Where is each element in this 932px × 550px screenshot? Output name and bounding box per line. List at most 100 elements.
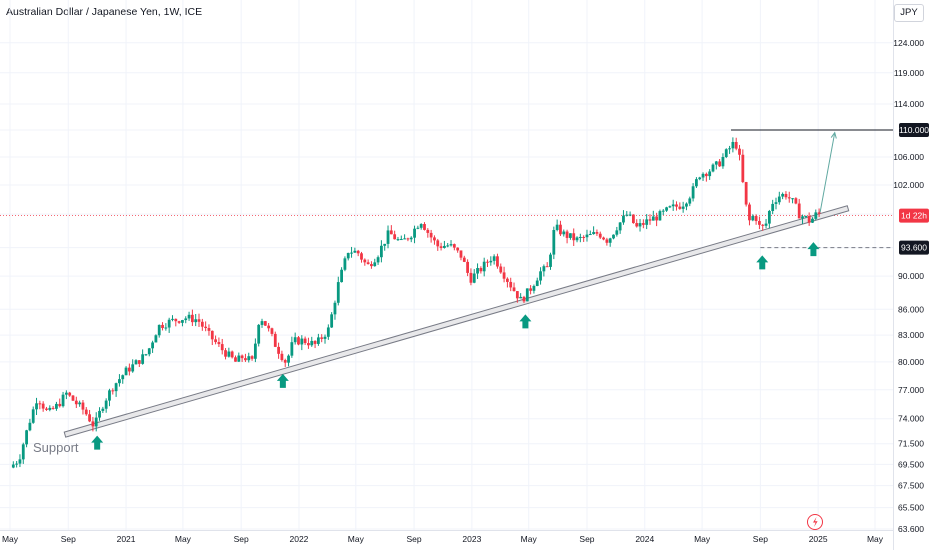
candle-body xyxy=(290,342,294,356)
price-axis-label: 67.500 xyxy=(898,481,924,491)
candle-body xyxy=(204,326,208,329)
price-axis-label: 119.000 xyxy=(894,68,924,78)
candle-body xyxy=(326,327,330,337)
candle-body xyxy=(84,409,88,415)
countdown-tag xyxy=(899,208,929,223)
candle-body xyxy=(466,261,470,273)
candle-body xyxy=(638,223,642,227)
candle-body xyxy=(811,218,814,223)
candle-body xyxy=(267,325,271,329)
candle-body xyxy=(310,340,314,346)
candle-body xyxy=(635,223,639,227)
candle-body xyxy=(131,364,135,372)
candle-body xyxy=(569,233,572,238)
time-axis-label: 2025 xyxy=(809,534,828,544)
candle-body xyxy=(804,216,808,218)
candle-body xyxy=(114,383,118,392)
candle-body xyxy=(174,318,178,322)
candle-body xyxy=(346,252,350,259)
candle-body xyxy=(303,338,307,344)
candle-body xyxy=(227,351,231,357)
candle-body xyxy=(429,232,433,238)
candle-body xyxy=(754,216,758,222)
candle-body xyxy=(108,390,111,401)
candle-body xyxy=(64,392,68,395)
candle-body xyxy=(406,238,410,240)
candle-body xyxy=(171,318,174,320)
candle-body xyxy=(522,296,526,302)
candle-body xyxy=(21,444,25,460)
candle-body xyxy=(356,250,360,254)
price-axis-label: 77.000 xyxy=(898,385,924,395)
candle-body xyxy=(38,403,42,405)
candle-body xyxy=(253,343,257,359)
target-price-tag-label: 110.000 xyxy=(899,125,929,135)
candle-body xyxy=(714,161,718,165)
candle-body xyxy=(88,414,91,422)
candle-body xyxy=(74,400,78,405)
candle-body xyxy=(187,314,191,319)
candle-body xyxy=(442,245,446,248)
support-trendline[interactable] xyxy=(63,205,850,438)
candle-body xyxy=(456,247,460,251)
candle-body xyxy=(555,224,559,230)
candles xyxy=(11,137,821,469)
price-axis-label: 102.000 xyxy=(893,180,924,190)
candle-body xyxy=(645,219,649,225)
countdown-tag-label: 1d 22h xyxy=(901,211,927,221)
candle-body xyxy=(628,214,632,216)
price-axis-label: 90.000 xyxy=(898,271,924,281)
candle-body xyxy=(612,234,615,239)
candle-body xyxy=(137,360,141,364)
candle-body xyxy=(784,193,788,198)
candle-body xyxy=(505,278,509,282)
candle-body xyxy=(578,236,582,238)
support-label: Support xyxy=(33,440,79,455)
candle-body xyxy=(582,236,586,238)
candle-body xyxy=(446,245,450,247)
candle-body xyxy=(724,149,728,158)
candle-body xyxy=(336,282,340,303)
candle-body xyxy=(711,164,715,172)
level-93-6-tag-label: 93.600 xyxy=(901,243,927,253)
time-axis-label: Sep xyxy=(234,534,249,544)
candle-body xyxy=(31,409,35,423)
time-axis-label: 2023 xyxy=(462,534,481,544)
candle-body xyxy=(807,216,811,223)
up-arrow-marker-icon xyxy=(91,435,104,450)
candle-body xyxy=(313,340,317,344)
candle-body xyxy=(452,244,456,248)
candle-body xyxy=(761,224,765,226)
candle-body xyxy=(738,148,741,155)
candle-body xyxy=(671,204,675,207)
candle-body xyxy=(685,203,688,207)
candle-body xyxy=(147,348,151,355)
candle-body xyxy=(817,212,821,214)
candle-body xyxy=(492,256,496,261)
candle-body xyxy=(399,239,403,241)
currency-selector[interactable]: JPY xyxy=(894,4,924,22)
price-axis-label: 63.600 xyxy=(898,524,924,534)
candle-body xyxy=(439,246,443,248)
candle-body xyxy=(220,344,224,351)
candle-body xyxy=(181,320,184,323)
candle-body xyxy=(71,395,75,401)
candle-body xyxy=(602,237,605,240)
candle-body xyxy=(320,337,324,339)
candle-body xyxy=(316,337,320,344)
candle-body xyxy=(622,215,625,223)
candle-body xyxy=(81,402,85,410)
candle-body xyxy=(307,343,310,346)
candle-body xyxy=(489,260,493,263)
time-axis-label: Sep xyxy=(579,534,594,544)
candle-body xyxy=(449,244,453,246)
tradingview-logo-icon[interactable] xyxy=(807,514,823,530)
candle-body xyxy=(748,204,751,221)
candle-body xyxy=(197,319,201,322)
candle-body xyxy=(618,222,622,231)
candle-body xyxy=(592,232,596,235)
candle-body xyxy=(277,346,280,354)
candle-body xyxy=(708,171,712,177)
candle-body xyxy=(250,356,254,359)
